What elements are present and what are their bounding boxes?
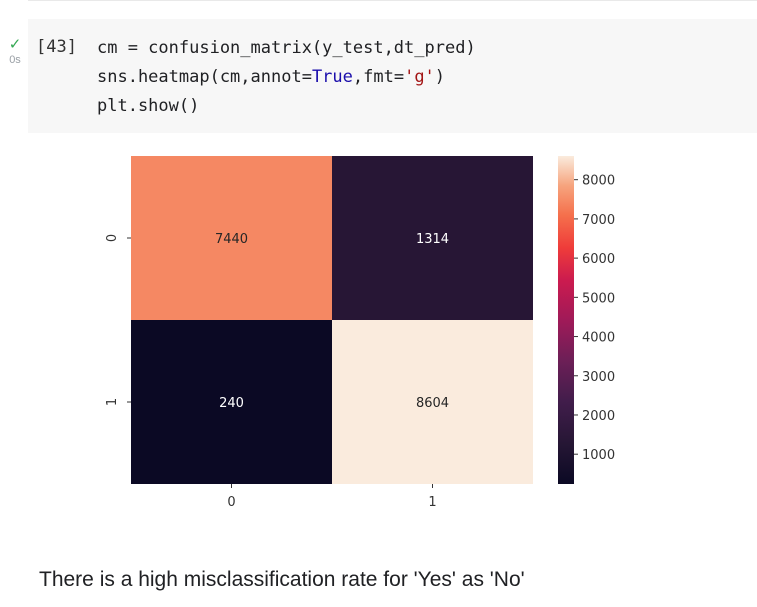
colorbar-tick-label: 1000	[582, 448, 615, 463]
cell-annotation: 7440	[215, 232, 248, 247]
code-cell[interactable]	[28, 19, 757, 133]
heatmap-cell	[332, 156, 533, 320]
output-text: There is a high misclassification rate f…	[39, 568, 525, 591]
code-editor[interactable]: cm = confusion_matrix(y_test,dt_pred) sn…	[97, 37, 476, 124]
execution-count: [43]	[36, 37, 77, 57]
cell-annotation: 1314	[416, 232, 449, 247]
heatmap-cell	[131, 320, 332, 484]
code-string: 'g'	[404, 67, 435, 87]
cell-annotation: 8604	[416, 396, 449, 411]
cell-annotation: 240	[219, 396, 244, 411]
colorbar-tick-label: 3000	[582, 370, 615, 385]
run-time: 0s	[9, 54, 21, 66]
code-keyword: True	[311, 67, 353, 87]
code-line-2: sns.heatmap(cm,annot=True,fmt='g')	[97, 66, 476, 95]
cell-top-border	[28, 0, 757, 1]
run-status[interactable]: ✓ 0s	[4, 36, 26, 66]
x-tick-label: 1	[428, 495, 436, 510]
colorbar-tick-label: 8000	[582, 174, 615, 189]
code-line-1: cm = confusion_matrix(y_test,dt_pred)	[97, 38, 476, 58]
x-tick-label: 0	[227, 495, 235, 510]
check-icon: ✓	[8, 35, 22, 53]
colorbar	[558, 156, 574, 484]
y-tick-label: 0	[105, 234, 120, 242]
colorbar-tick-label: 5000	[582, 291, 615, 306]
code-line-3: plt.show()	[97, 96, 200, 116]
colorbar-tick-label: 2000	[582, 409, 615, 424]
colorbar-tick-label: 6000	[582, 252, 615, 267]
heatmap-cell	[131, 156, 332, 320]
code-token: )	[434, 67, 446, 87]
y-tick-label: 1	[105, 398, 120, 406]
heatmap-cell	[332, 320, 533, 484]
code-token: sns.heatmap(cm,annot=	[97, 67, 312, 87]
code-token: ,fmt=	[352, 67, 405, 87]
colorbar-tick-label: 4000	[582, 331, 615, 346]
colorbar-tick-label: 7000	[582, 213, 615, 228]
